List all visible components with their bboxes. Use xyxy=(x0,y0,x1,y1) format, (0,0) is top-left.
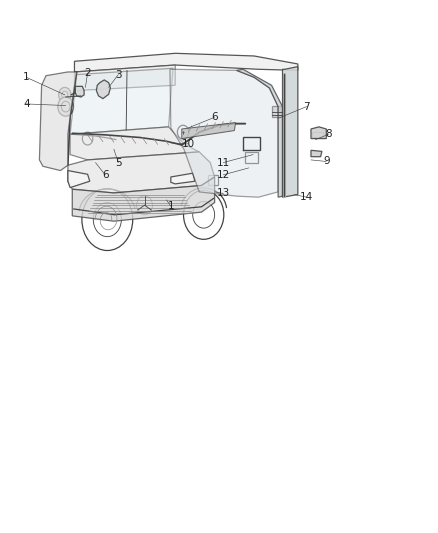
Polygon shape xyxy=(311,150,322,157)
Text: 7: 7 xyxy=(303,102,310,111)
Text: 1: 1 xyxy=(23,72,30,82)
Polygon shape xyxy=(283,67,298,197)
Text: 12: 12 xyxy=(217,170,230,180)
Text: 2: 2 xyxy=(84,68,91,78)
Polygon shape xyxy=(74,65,175,91)
Polygon shape xyxy=(182,123,236,139)
Polygon shape xyxy=(171,173,195,184)
Text: 6: 6 xyxy=(102,170,109,180)
Text: 6: 6 xyxy=(211,112,218,122)
Polygon shape xyxy=(311,127,326,139)
Text: 10: 10 xyxy=(182,139,195,149)
Text: 9: 9 xyxy=(323,157,330,166)
Text: 11: 11 xyxy=(217,158,230,167)
Polygon shape xyxy=(72,177,215,221)
Polygon shape xyxy=(70,68,173,134)
Text: 5: 5 xyxy=(115,158,122,167)
Text: 4: 4 xyxy=(23,99,30,109)
Text: 14: 14 xyxy=(300,192,313,202)
Polygon shape xyxy=(39,72,77,171)
Polygon shape xyxy=(70,127,199,160)
Polygon shape xyxy=(96,80,110,99)
Text: 1: 1 xyxy=(167,201,174,211)
Polygon shape xyxy=(75,86,84,97)
FancyBboxPatch shape xyxy=(272,106,283,117)
Text: 3: 3 xyxy=(115,70,122,79)
Text: 13: 13 xyxy=(217,189,230,198)
Circle shape xyxy=(59,87,71,102)
Polygon shape xyxy=(68,171,90,188)
Polygon shape xyxy=(68,152,215,193)
Circle shape xyxy=(58,97,74,116)
Text: 8: 8 xyxy=(325,130,332,139)
Polygon shape xyxy=(74,53,298,72)
Polygon shape xyxy=(237,69,283,197)
Polygon shape xyxy=(170,69,278,197)
